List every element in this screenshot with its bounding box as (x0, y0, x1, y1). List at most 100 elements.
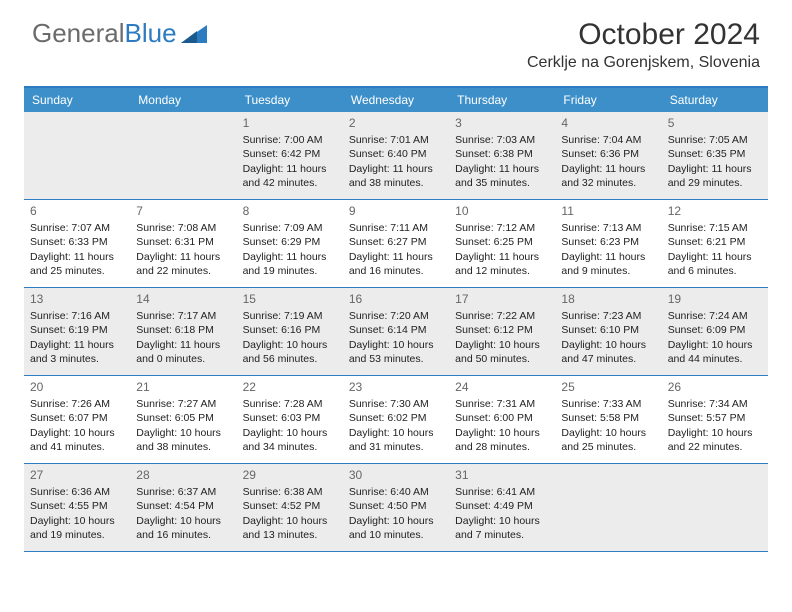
daylight-text: Daylight: 10 hours (30, 514, 124, 528)
day-header: Friday (555, 88, 661, 112)
sunset-text: Sunset: 4:50 PM (349, 499, 443, 513)
sunrise-text: Sunrise: 6:38 AM (243, 485, 337, 499)
day-number: 19 (668, 291, 762, 307)
day-cell: 3Sunrise: 7:03 AMSunset: 6:38 PMDaylight… (449, 112, 555, 199)
daylight-text-2: and 25 minutes. (561, 440, 655, 454)
daylight-text-2: and 3 minutes. (30, 352, 124, 366)
day-number: 26 (668, 379, 762, 395)
sunrise-text: Sunrise: 7:11 AM (349, 221, 443, 235)
day-cell: 7Sunrise: 7:08 AMSunset: 6:31 PMDaylight… (130, 200, 236, 287)
daylight-text-2: and 28 minutes. (455, 440, 549, 454)
sunset-text: Sunset: 6:38 PM (455, 147, 549, 161)
day-number: 21 (136, 379, 230, 395)
day-header: Tuesday (237, 88, 343, 112)
daylight-text: Daylight: 11 hours (136, 338, 230, 352)
daylight-text: Daylight: 11 hours (349, 162, 443, 176)
day-number: 4 (561, 115, 655, 131)
sunrise-text: Sunrise: 7:15 AM (668, 221, 762, 235)
sunset-text: Sunset: 6:02 PM (349, 411, 443, 425)
day-cell: 22Sunrise: 7:28 AMSunset: 6:03 PMDayligh… (237, 376, 343, 463)
sunset-text: Sunset: 5:58 PM (561, 411, 655, 425)
day-cell: 27Sunrise: 6:36 AMSunset: 4:55 PMDayligh… (24, 464, 130, 551)
day-cell: 30Sunrise: 6:40 AMSunset: 4:50 PMDayligh… (343, 464, 449, 551)
daylight-text: Daylight: 10 hours (349, 514, 443, 528)
sunrise-text: Sunrise: 7:13 AM (561, 221, 655, 235)
daylight-text: Daylight: 10 hours (243, 426, 337, 440)
logo-text-general: General (32, 18, 125, 49)
day-number: 9 (349, 203, 443, 219)
sunrise-text: Sunrise: 7:26 AM (30, 397, 124, 411)
day-cell: 14Sunrise: 7:17 AMSunset: 6:18 PMDayligh… (130, 288, 236, 375)
week-row: 20Sunrise: 7:26 AMSunset: 6:07 PMDayligh… (24, 376, 768, 464)
daylight-text-2: and 35 minutes. (455, 176, 549, 190)
day-cell: 18Sunrise: 7:23 AMSunset: 6:10 PMDayligh… (555, 288, 661, 375)
sunrise-text: Sunrise: 7:30 AM (349, 397, 443, 411)
daylight-text-2: and 44 minutes. (668, 352, 762, 366)
day-cell (662, 464, 768, 551)
day-cell: 26Sunrise: 7:34 AMSunset: 5:57 PMDayligh… (662, 376, 768, 463)
day-number: 22 (243, 379, 337, 395)
day-cell: 5Sunrise: 7:05 AMSunset: 6:35 PMDaylight… (662, 112, 768, 199)
day-number: 18 (561, 291, 655, 307)
daylight-text: Daylight: 10 hours (455, 514, 549, 528)
day-number: 8 (243, 203, 337, 219)
sunrise-text: Sunrise: 7:27 AM (136, 397, 230, 411)
sunset-text: Sunset: 4:54 PM (136, 499, 230, 513)
sunrise-text: Sunrise: 6:36 AM (30, 485, 124, 499)
day-cell: 25Sunrise: 7:33 AMSunset: 5:58 PMDayligh… (555, 376, 661, 463)
sunset-text: Sunset: 6:42 PM (243, 147, 337, 161)
day-cell: 10Sunrise: 7:12 AMSunset: 6:25 PMDayligh… (449, 200, 555, 287)
day-number: 11 (561, 203, 655, 219)
daylight-text: Daylight: 10 hours (455, 338, 549, 352)
sunrise-text: Sunrise: 7:04 AM (561, 133, 655, 147)
daylight-text: Daylight: 11 hours (30, 338, 124, 352)
daylight-text-2: and 41 minutes. (30, 440, 124, 454)
sunset-text: Sunset: 6:19 PM (30, 323, 124, 337)
day-cell: 17Sunrise: 7:22 AMSunset: 6:12 PMDayligh… (449, 288, 555, 375)
daylight-text: Daylight: 11 hours (668, 250, 762, 264)
day-cell (130, 112, 236, 199)
day-number: 12 (668, 203, 762, 219)
day-cell: 6Sunrise: 7:07 AMSunset: 6:33 PMDaylight… (24, 200, 130, 287)
day-number: 27 (30, 467, 124, 483)
sunset-text: Sunset: 6:10 PM (561, 323, 655, 337)
sunset-text: Sunset: 6:23 PM (561, 235, 655, 249)
daylight-text-2: and 6 minutes. (668, 264, 762, 278)
daylight-text-2: and 25 minutes. (30, 264, 124, 278)
day-cell: 11Sunrise: 7:13 AMSunset: 6:23 PMDayligh… (555, 200, 661, 287)
daylight-text-2: and 22 minutes. (136, 264, 230, 278)
daylight-text: Daylight: 10 hours (30, 426, 124, 440)
sunrise-text: Sunrise: 7:05 AM (668, 133, 762, 147)
sunrise-text: Sunrise: 7:17 AM (136, 309, 230, 323)
day-header: Monday (130, 88, 236, 112)
day-number: 31 (455, 467, 549, 483)
sunset-text: Sunset: 6:18 PM (136, 323, 230, 337)
sunset-text: Sunset: 6:00 PM (455, 411, 549, 425)
sunset-text: Sunset: 6:21 PM (668, 235, 762, 249)
sunrise-text: Sunrise: 7:24 AM (668, 309, 762, 323)
daylight-text-2: and 32 minutes. (561, 176, 655, 190)
daylight-text: Daylight: 11 hours (668, 162, 762, 176)
logo: GeneralBlue (32, 18, 207, 49)
daylight-text-2: and 16 minutes. (349, 264, 443, 278)
sunset-text: Sunset: 6:36 PM (561, 147, 655, 161)
day-number: 23 (349, 379, 443, 395)
sunset-text: Sunset: 5:57 PM (668, 411, 762, 425)
sunset-text: Sunset: 6:14 PM (349, 323, 443, 337)
day-cell: 21Sunrise: 7:27 AMSunset: 6:05 PMDayligh… (130, 376, 236, 463)
sunrise-text: Sunrise: 7:00 AM (243, 133, 337, 147)
daylight-text-2: and 0 minutes. (136, 352, 230, 366)
week-row: 27Sunrise: 6:36 AMSunset: 4:55 PMDayligh… (24, 464, 768, 552)
sunrise-text: Sunrise: 7:12 AM (455, 221, 549, 235)
daylight-text-2: and 22 minutes. (668, 440, 762, 454)
day-header: Saturday (662, 88, 768, 112)
day-cell: 29Sunrise: 6:38 AMSunset: 4:52 PMDayligh… (237, 464, 343, 551)
daylight-text-2: and 42 minutes. (243, 176, 337, 190)
daylight-text: Daylight: 11 hours (561, 162, 655, 176)
calendar: Sunday Monday Tuesday Wednesday Thursday… (24, 86, 768, 552)
sunset-text: Sunset: 6:29 PM (243, 235, 337, 249)
daylight-text: Daylight: 11 hours (243, 250, 337, 264)
day-number: 7 (136, 203, 230, 219)
day-cell: 13Sunrise: 7:16 AMSunset: 6:19 PMDayligh… (24, 288, 130, 375)
day-number: 15 (243, 291, 337, 307)
